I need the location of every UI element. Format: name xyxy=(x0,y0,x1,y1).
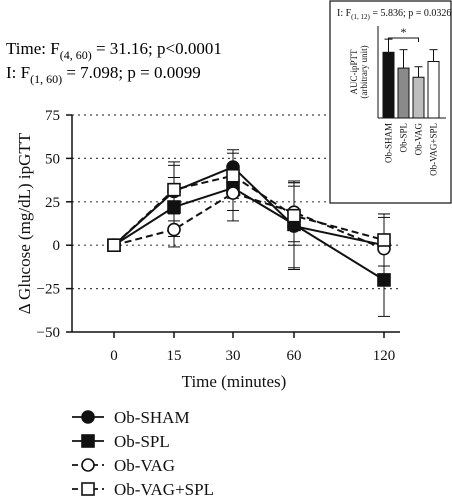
inset-y-axis-label-unit: (arbitrary unit) xyxy=(359,45,369,98)
data-point-ob-vag-spl xyxy=(167,182,181,197)
y-axis-label: Δ Glucose (mg/dL) ipGTT xyxy=(15,132,34,314)
inset-category-label: Ob-VAG+SPL xyxy=(429,123,439,176)
x-tick-label: 30 xyxy=(226,348,241,364)
y-tick-label: −50 xyxy=(37,325,60,341)
legend-item-ob-sham: Ob-SHAM xyxy=(72,408,190,427)
legend-marker xyxy=(81,410,95,424)
inset-category-label: Ob-SPL xyxy=(399,123,409,153)
y-tick-label: −25 xyxy=(37,282,60,298)
bar-ob-spl xyxy=(397,67,410,119)
y-tick-label: 0 xyxy=(53,238,61,254)
data-point-ob-spl xyxy=(167,200,181,214)
data-point-ob-vag-spl xyxy=(287,208,301,223)
legend-marker xyxy=(81,434,95,448)
y-tick-label: 50 xyxy=(45,151,60,167)
significance-bracket xyxy=(388,37,419,42)
x-tick-label: 15 xyxy=(167,348,182,364)
data-point-ob-vag xyxy=(167,222,181,237)
inset-category-label: Ob-VAG xyxy=(414,123,424,156)
data-point-ob-vag-spl xyxy=(107,238,121,252)
legend-label: Ob-SHAM xyxy=(114,408,190,427)
series-line-ob-vag-spl xyxy=(113,174,385,246)
legend-item-ob-vag: Ob-VAG xyxy=(72,456,175,475)
data-point-ob-vag-spl xyxy=(377,233,391,247)
bar-ob-vag-spl xyxy=(427,60,440,119)
legend-label: Ob-VAG+SPL xyxy=(114,480,214,499)
x-tick-label: 0 xyxy=(110,348,118,364)
glucose-line-chart: −50 −25 0 25 50 75 0 15 30 60 120 Time (minutes) Δ G… xyxy=(15,108,400,391)
inset-title: I: F(1, 12) = 5.836; p = 0.0326 xyxy=(337,8,451,21)
y-tick-label: 25 xyxy=(45,195,60,211)
x-axis-label: Time (minutes) xyxy=(182,372,287,391)
markers-ob-vag-spl xyxy=(107,168,391,252)
legend-item-ob-spl: Ob-SPL xyxy=(72,432,170,451)
time-stat-text: Time: F(4, 60) = 31.16; p<0.0001 xyxy=(6,39,222,62)
legend-label: Ob-VAG xyxy=(114,456,175,475)
auc-bar-chart-inset: I: F(1, 12) = 5.836; p = 0.0326 AUC-ipPTT… xyxy=(329,0,452,204)
inset-category-label: Ob-SHAM xyxy=(384,123,394,163)
significance-star: * xyxy=(401,25,407,39)
data-point-ob-spl xyxy=(377,273,391,287)
inset-y-axis-label: AUC-ipPTT xyxy=(349,49,359,95)
legend: Ob-SHAM Ob-SPL Ob-VAG Ob-VAG+SPL xyxy=(72,408,214,499)
data-point-ob-vag-spl xyxy=(226,168,240,183)
interaction-stat-text: I: F(1, 60) = 7.098; p = 0.0099 xyxy=(6,63,201,86)
legend-marker xyxy=(81,482,95,496)
legend-item-ob-vag-spl: Ob-VAG+SPL xyxy=(72,480,214,499)
x-tick-label: 120 xyxy=(373,348,396,364)
stats-annotations: Time: F(4, 60) = 31.16; p<0.0001 I: F(1,… xyxy=(6,39,222,86)
bar-ob-vag xyxy=(412,76,425,119)
y-tick-label: 75 xyxy=(45,108,60,124)
data-point-ob-vag xyxy=(226,186,240,200)
x-tick-label: 60 xyxy=(287,348,302,364)
bar-ob-sham xyxy=(382,51,395,119)
legend-marker xyxy=(81,458,95,472)
legend-label: Ob-SPL xyxy=(114,432,170,451)
